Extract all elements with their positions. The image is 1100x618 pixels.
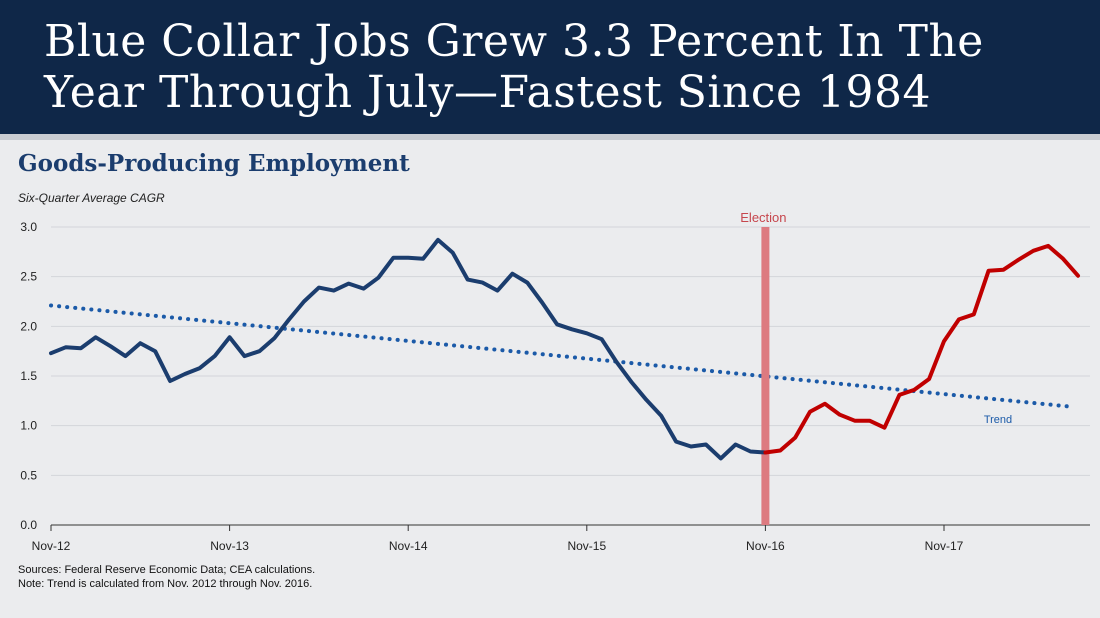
- y-tick-label: 1.5: [20, 369, 37, 383]
- line-chart: 0.0 0.5 1.0 1.5 2.0 2.5 3.0 Nov-12 Nov-13 Nov-14 N…: [20, 210, 1090, 553]
- x-tick-label: Nov-14: [389, 539, 428, 553]
- y-tick-label: 0.0: [20, 518, 37, 532]
- series-line-post-election: [763, 243, 1080, 455]
- banner-divider: [0, 134, 1100, 140]
- y-tick-label: 1.0: [20, 419, 37, 433]
- chart-title: Goods-Producing Employment: [18, 150, 410, 177]
- trend-line: [49, 303, 1074, 409]
- x-tick-label: Nov-15: [567, 539, 606, 553]
- y-tick-label: 0.5: [20, 468, 37, 482]
- series-line-pre-election: [49, 237, 768, 461]
- banner-title: Blue Collar Jobs Grew 3.3 Percent In The…: [44, 16, 984, 118]
- x-tick-label: Nov-16: [746, 539, 785, 553]
- x-tick-label: Nov-12: [32, 539, 71, 553]
- chart-notes: Sources: Federal Reserve Economic Data; …: [18, 563, 315, 591]
- y-tick-label: 2.5: [20, 270, 37, 284]
- election-marker: [761, 227, 770, 525]
- trend-label: Trend: [984, 414, 1012, 426]
- y-tick-label: 2.0: [20, 319, 37, 333]
- title-banner: Blue Collar Jobs Grew 3.3 Percent In The…: [0, 0, 1100, 134]
- x-tick-label: Nov-13: [210, 539, 249, 553]
- election-label: Election: [740, 210, 786, 225]
- sources-note: Sources: Federal Reserve Economic Data; …: [18, 564, 316, 576]
- y-tick-label: 3.0: [20, 220, 37, 234]
- x-tick-label: Nov-17: [925, 539, 964, 553]
- chart-subtitle: Six-Quarter Average CAGR: [18, 191, 165, 205]
- trend-note: Note: Trend is calculated from Nov. 2012…: [18, 578, 313, 590]
